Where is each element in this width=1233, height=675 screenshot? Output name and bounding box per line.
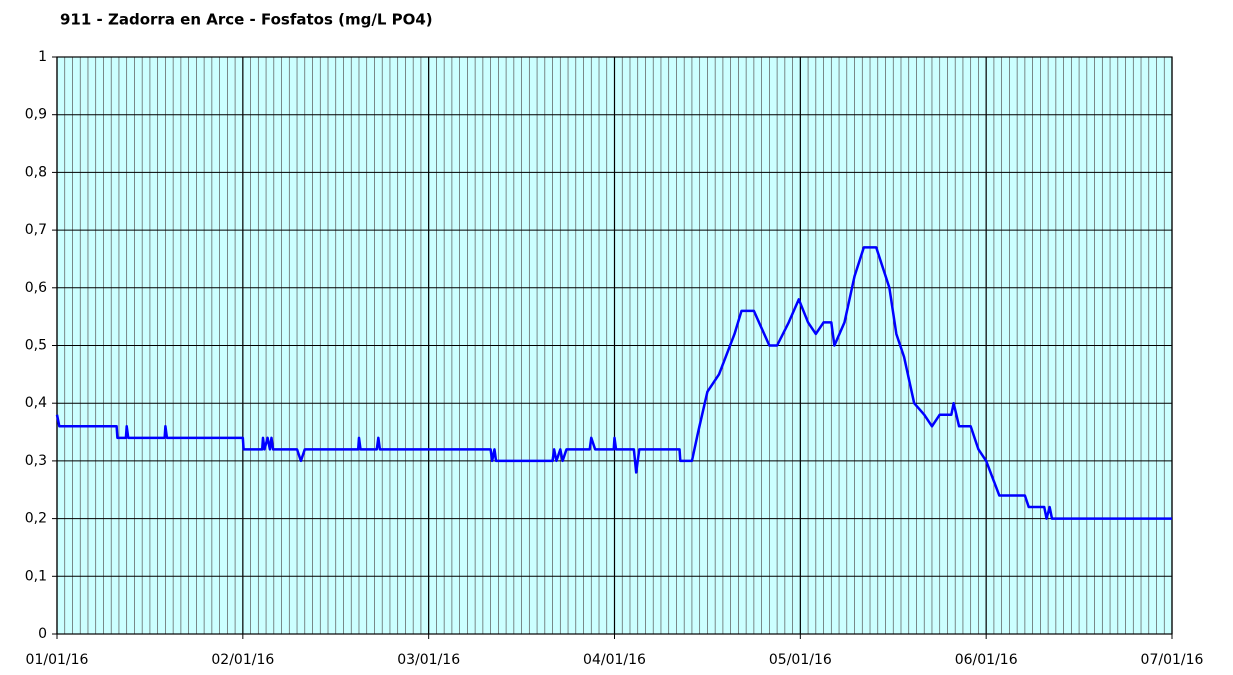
y-tick-label: 0,4 <box>25 395 47 411</box>
x-tick-label: 02/01/16 <box>211 652 274 668</box>
y-tick-label: 0,6 <box>25 280 47 296</box>
x-tick-label: 04/01/16 <box>583 652 646 668</box>
y-tick-label: 0,3 <box>25 453 47 469</box>
y-tick-label: 0,5 <box>25 338 47 354</box>
plot-frame <box>56 56 1173 635</box>
data-line <box>55 246 1172 520</box>
y-tick-label: 0 <box>38 626 47 642</box>
y-tick-label: 0,1 <box>25 568 47 584</box>
x-tick-label: 05/01/16 <box>769 652 832 668</box>
x-tick-label: 07/01/16 <box>1141 652 1204 668</box>
y-tick-label: 0,2 <box>25 511 47 527</box>
x-tick-label: 01/01/16 <box>26 652 89 668</box>
y-tick-label: 0,9 <box>25 107 47 123</box>
x-tick-label: 06/01/16 <box>955 652 1018 668</box>
y-tick-label: 0,7 <box>25 222 47 238</box>
y-tick-label: 1 <box>38 49 47 65</box>
x-tick-label: 03/01/16 <box>397 652 460 668</box>
y-tick-label: 0,8 <box>25 164 47 180</box>
chart-title: 911 - Zadorra en Arce - Fosfatos (mg/L P… <box>60 11 433 29</box>
